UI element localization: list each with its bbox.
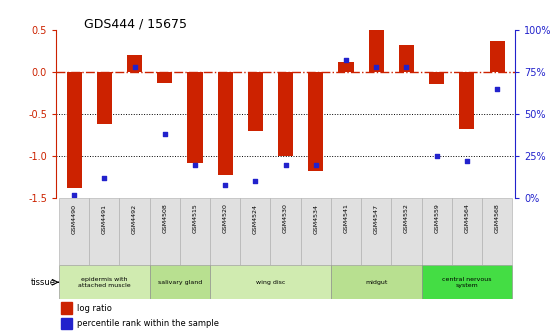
Point	[402, 65, 411, 70]
Point	[190, 162, 199, 167]
Point	[69, 192, 78, 198]
Bar	[60, 318, 72, 329]
Bar	[157, 72, 172, 83]
Point	[221, 182, 230, 187]
Text: GSM4559: GSM4559	[434, 204, 439, 234]
FancyBboxPatch shape	[331, 265, 422, 299]
FancyBboxPatch shape	[422, 198, 452, 265]
Text: GSM4491: GSM4491	[102, 204, 107, 234]
Text: GSM4552: GSM4552	[404, 204, 409, 234]
Text: GSM4547: GSM4547	[374, 204, 379, 234]
Text: GSM4490: GSM4490	[72, 204, 77, 234]
Text: wing disc: wing disc	[256, 280, 285, 285]
FancyBboxPatch shape	[361, 198, 391, 265]
FancyBboxPatch shape	[391, 198, 422, 265]
Bar	[308, 72, 323, 171]
Text: epidermis with
attached muscle: epidermis with attached muscle	[78, 277, 130, 288]
FancyBboxPatch shape	[150, 198, 180, 265]
Bar	[248, 72, 263, 131]
Bar	[368, 30, 384, 72]
FancyBboxPatch shape	[119, 198, 150, 265]
FancyBboxPatch shape	[89, 198, 119, 265]
FancyBboxPatch shape	[422, 265, 512, 299]
Bar	[278, 72, 293, 156]
FancyBboxPatch shape	[59, 265, 150, 299]
Point	[432, 154, 441, 159]
Point	[342, 58, 351, 63]
Text: midgut: midgut	[365, 280, 388, 285]
Text: GSM4508: GSM4508	[162, 204, 167, 234]
Bar	[60, 302, 72, 314]
Bar	[399, 45, 414, 72]
Text: GDS444 / 15675: GDS444 / 15675	[84, 17, 187, 30]
Point	[372, 65, 381, 70]
Point	[463, 159, 472, 164]
Bar	[67, 72, 82, 188]
Point	[311, 162, 320, 167]
Text: salivary gland: salivary gland	[158, 280, 202, 285]
Bar	[188, 72, 203, 163]
FancyBboxPatch shape	[210, 265, 331, 299]
Bar	[338, 62, 353, 72]
Text: GSM4524: GSM4524	[253, 204, 258, 234]
FancyBboxPatch shape	[482, 198, 512, 265]
Point	[281, 162, 290, 167]
Bar	[459, 72, 474, 129]
FancyBboxPatch shape	[301, 198, 331, 265]
Point	[130, 65, 139, 70]
Bar	[489, 41, 505, 72]
Text: percentile rank within the sample: percentile rank within the sample	[77, 319, 218, 328]
Text: GSM4530: GSM4530	[283, 204, 288, 234]
FancyBboxPatch shape	[270, 198, 301, 265]
Point	[493, 86, 502, 92]
FancyBboxPatch shape	[240, 198, 270, 265]
Text: GSM4515: GSM4515	[193, 204, 198, 234]
Text: GSM4534: GSM4534	[313, 204, 318, 234]
Text: GSM4568: GSM4568	[494, 204, 500, 234]
Bar	[429, 72, 444, 84]
Bar	[127, 55, 142, 72]
Text: GSM4520: GSM4520	[223, 204, 228, 234]
Text: GSM4541: GSM4541	[343, 204, 348, 234]
FancyBboxPatch shape	[180, 198, 210, 265]
Text: GSM4564: GSM4564	[464, 204, 469, 234]
Text: GSM4492: GSM4492	[132, 204, 137, 234]
Point	[160, 132, 169, 137]
Text: log ratio: log ratio	[77, 304, 111, 313]
FancyBboxPatch shape	[331, 198, 361, 265]
FancyBboxPatch shape	[150, 265, 210, 299]
FancyBboxPatch shape	[59, 198, 89, 265]
Text: central nervous
system: central nervous system	[442, 277, 492, 288]
FancyBboxPatch shape	[210, 198, 240, 265]
Point	[100, 175, 109, 181]
Bar	[97, 72, 112, 124]
FancyBboxPatch shape	[452, 198, 482, 265]
Bar	[218, 72, 233, 175]
Text: tissue: tissue	[30, 278, 55, 287]
Point	[251, 179, 260, 184]
